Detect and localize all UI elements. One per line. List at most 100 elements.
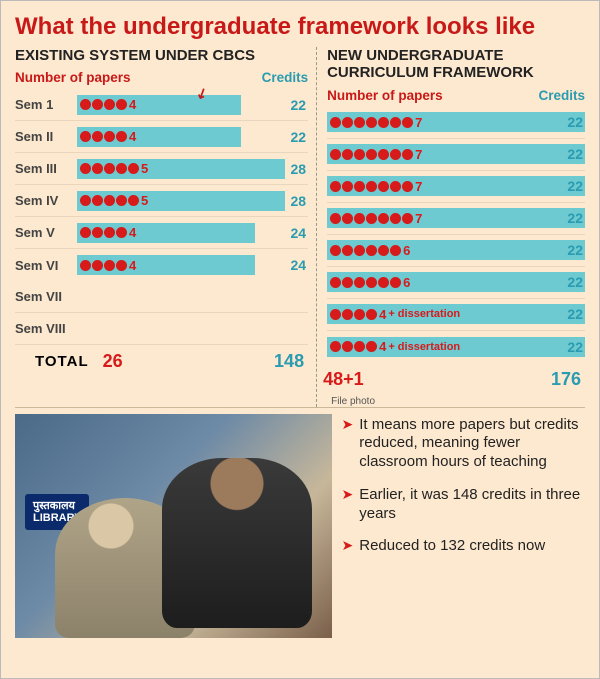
dot-icon xyxy=(330,341,341,352)
col-header-left: EXISTING SYSTEM UNDER CBCS xyxy=(15,47,308,64)
semester-label: Sem III xyxy=(15,161,77,176)
dot-icon xyxy=(402,213,413,224)
dot-icon xyxy=(342,309,353,320)
bar-container: 622 xyxy=(327,240,585,260)
bullets-list: ➤It means more papers but credits reduce… xyxy=(342,414,585,638)
credits-bar: 4+ dissertation xyxy=(327,337,585,357)
dot-icon xyxy=(116,260,127,271)
dot-icon xyxy=(116,163,127,174)
dot-icon xyxy=(342,117,353,128)
paper-dots xyxy=(330,213,413,224)
paper-dots xyxy=(80,227,127,238)
dot-icon xyxy=(330,181,341,192)
bar-container: 528 xyxy=(77,191,308,211)
dot-icon xyxy=(378,117,389,128)
dot-icon xyxy=(366,245,377,256)
credits-bar: 7 xyxy=(327,176,585,196)
paper-dots xyxy=(330,277,401,288)
dot-icon xyxy=(330,245,341,256)
page-title: What the undergraduate framework looks l… xyxy=(15,13,585,41)
dot-icon xyxy=(116,227,127,238)
paper-count: 7 xyxy=(415,179,422,194)
credits-value: 22 xyxy=(567,176,583,196)
dot-icon xyxy=(116,99,127,110)
credits-bar: 4+ dissertation xyxy=(327,304,585,324)
semester-label: Sem VI xyxy=(15,258,77,273)
dot-icon xyxy=(366,213,377,224)
bullet-text: Earlier, it was 148 credits in three yea… xyxy=(359,486,585,524)
dot-icon xyxy=(378,245,389,256)
paper-dots xyxy=(330,341,377,352)
rows-left: Sem 1422↙Sem II422Sem III528Sem IV528Sem… xyxy=(15,89,308,281)
dot-icon xyxy=(402,117,413,128)
table-row: 722 xyxy=(327,107,585,139)
dot-icon xyxy=(402,149,413,160)
total-papers-right: 48+1 xyxy=(323,369,364,390)
credits-bar: 6 xyxy=(327,272,585,292)
dot-icon xyxy=(330,213,341,224)
credits-bar: 4 xyxy=(77,95,241,115)
bar-container: 622 xyxy=(327,272,585,292)
columns-wrap: EXISTING SYSTEM UNDER CBCS Number of pap… xyxy=(15,47,585,408)
dot-icon xyxy=(104,131,115,142)
bar-container: 722 xyxy=(327,112,585,132)
dot-icon xyxy=(390,277,401,288)
semester-label: Sem VII xyxy=(15,289,77,304)
rows-right: 7227227227226226224+ dissertation224+ di… xyxy=(327,107,585,363)
paper-count: 7 xyxy=(415,211,422,226)
semester-label: Sem IV xyxy=(15,193,77,208)
bullet-text: It means more papers but credits reduced… xyxy=(359,416,585,472)
label-num-papers: Number of papers xyxy=(327,88,443,103)
col-header-right: NEW UNDERGRADUATE CURRICULUM FRAMEWORK xyxy=(327,47,585,82)
bar-container: 4+ dissertation22 xyxy=(327,304,585,324)
blank-row: Sem VII xyxy=(15,281,308,313)
paper-dots xyxy=(330,149,413,160)
dot-icon xyxy=(390,181,401,192)
credits-bar: 4 xyxy=(77,255,255,275)
photo-placeholder: पुस्तकालयLIBRARY xyxy=(15,414,332,638)
credits-bar: 5 xyxy=(77,159,285,179)
table-row: 722 xyxy=(327,139,585,171)
table-row: Sem VI424 xyxy=(15,249,308,281)
total-label: TOTAL xyxy=(35,353,89,370)
dot-icon xyxy=(104,227,115,238)
dot-icon xyxy=(354,117,365,128)
total-credits-right: 176 xyxy=(551,369,581,390)
dot-icon xyxy=(92,260,103,271)
credits-bar: 7 xyxy=(327,208,585,228)
table-row: 4+ dissertation22 xyxy=(327,331,585,363)
dot-icon xyxy=(378,181,389,192)
dot-icon xyxy=(366,181,377,192)
dot-icon xyxy=(390,149,401,160)
table-row: Sem II422 xyxy=(15,121,308,153)
bar-container: 4+ dissertation22 xyxy=(327,337,585,357)
subheader-left: Number of papers Credits xyxy=(15,70,308,85)
dot-icon xyxy=(80,99,91,110)
file-photo-label: File photo xyxy=(331,396,585,407)
credits-value: 22 xyxy=(567,208,583,228)
paper-dots xyxy=(80,195,139,206)
credits-value: 28 xyxy=(291,159,307,179)
paper-count: 4 xyxy=(129,258,136,273)
paper-count: 4 xyxy=(129,225,136,240)
table-row: 4+ dissertation22 xyxy=(327,299,585,331)
label-credits: Credits xyxy=(538,88,585,103)
blank-row: Sem VIII xyxy=(15,313,308,345)
dot-icon xyxy=(330,149,341,160)
infographic-card: What the undergraduate framework looks l… xyxy=(0,0,600,679)
dot-icon xyxy=(366,117,377,128)
dot-icon xyxy=(354,341,365,352)
dot-icon xyxy=(104,195,115,206)
credits-value: 22 xyxy=(291,127,307,147)
bullet-item: ➤It means more papers but credits reduce… xyxy=(342,416,585,472)
triangle-icon: ➤ xyxy=(342,537,354,556)
paper-dots xyxy=(80,163,139,174)
column-new: NEW UNDERGRADUATE CURRICULUM FRAMEWORK N… xyxy=(317,47,585,407)
paper-count: 4 xyxy=(129,97,136,112)
table-row: Sem IV528 xyxy=(15,185,308,217)
table-row: 7 22 xyxy=(327,171,585,203)
credits-value: 22 xyxy=(567,304,583,324)
semester-label: Sem II xyxy=(15,129,77,144)
triangle-icon: ➤ xyxy=(342,486,354,524)
total-row-right: 48+1 176 xyxy=(321,363,585,394)
